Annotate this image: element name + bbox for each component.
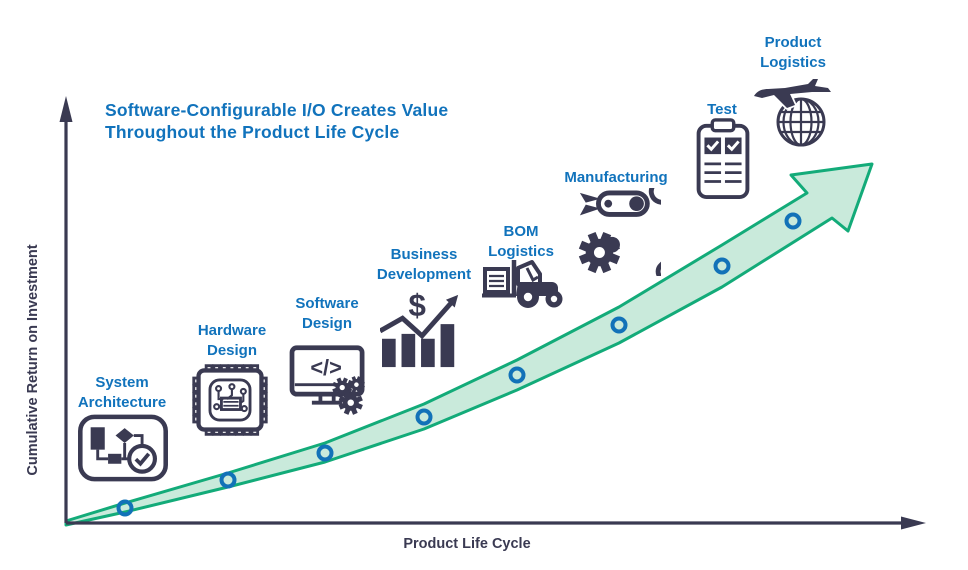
x-axis-arrowhead	[901, 516, 926, 530]
gear-icon	[347, 376, 365, 394]
stage-label-business-development: Business Development	[334, 245, 514, 284]
stage-label-product-logistics: Product Logistics	[703, 33, 883, 72]
gear-icon	[578, 231, 621, 274]
code-monitor-gears-icon: </>	[288, 343, 368, 415]
roi-marker-5	[508, 366, 526, 384]
forklift-icon	[482, 260, 563, 308]
gear-icon	[332, 377, 353, 398]
chip-icon	[192, 364, 268, 436]
roi-marker-7	[713, 257, 731, 275]
stage-label-test: Test	[632, 100, 812, 120]
stage-label-line: Manufacturing	[564, 169, 668, 186]
robot-arm-icon	[578, 188, 661, 276]
stage-label-system-architecture: System Architecture	[32, 373, 212, 412]
stage-label-line: Product	[764, 34, 822, 51]
y-axis-arrowhead	[59, 96, 73, 122]
stage-label-line: BOM	[503, 223, 539, 240]
robot-arm-icon	[575, 188, 661, 276]
flowchart-check-icon	[77, 414, 169, 482]
svg-text:</>: </>	[310, 355, 341, 380]
roi-marker-8	[784, 212, 802, 230]
clipboard-check-icon	[696, 118, 750, 200]
diagram-title: Software-Configurable I/O Creates Value …	[105, 99, 448, 143]
roi-arrow-band	[64, 162, 874, 527]
stage-label-manufacturing: Manufacturing	[526, 168, 706, 188]
x-axis-label: Product Life Cycle	[403, 536, 531, 552]
roi-marker-6	[610, 316, 628, 334]
stage-label-line: Business	[390, 246, 458, 263]
roi-marker-2	[219, 471, 237, 489]
stage-label-line: Test	[707, 101, 737, 118]
stage-label-line: Design	[301, 314, 352, 332]
diagram-title-line1: Software-Configurable I/O Creates Value	[105, 100, 449, 120]
plane-globe-icon	[752, 78, 838, 148]
stage-label-line: Hardware	[197, 322, 267, 339]
y-axis-label: Cumulative Return on Investment	[25, 244, 41, 476]
roi-marker-1	[116, 499, 134, 517]
gear-icon	[338, 390, 363, 415]
growth-chart-icon: $	[380, 288, 459, 368]
stage-label-line: System	[95, 374, 149, 391]
stage-label-hardware-design: Hardware Design	[142, 321, 322, 360]
stage-label-line: Design	[206, 341, 257, 359]
clipboard-check-icon	[695, 118, 751, 200]
roi-marker-4	[415, 408, 433, 426]
stage-label-line: Development	[376, 265, 472, 283]
stage-label-bom-logistics: BOM Logistics	[431, 222, 611, 261]
flowchart-check-icon	[78, 414, 168, 482]
stage-label-line: Software	[295, 295, 359, 312]
plane-globe-icon	[752, 78, 833, 147]
chip-icon	[187, 359, 273, 441]
stage-label-line: Logistics	[760, 53, 826, 71]
code-monitor-gears-icon: </>	[289, 345, 365, 415]
svg-text:$: $	[408, 288, 425, 323]
stage-label-line: Logistics	[488, 242, 554, 260]
diagram-title-line2: Throughout the Product Life Cycle	[105, 122, 400, 142]
roi-marker-3	[316, 444, 334, 462]
growth-chart-icon: $	[380, 288, 466, 370]
stage-label-software-design: Software Design	[237, 294, 417, 333]
forklift-icon	[480, 258, 568, 312]
stage-label-line: Architecture	[77, 393, 167, 411]
